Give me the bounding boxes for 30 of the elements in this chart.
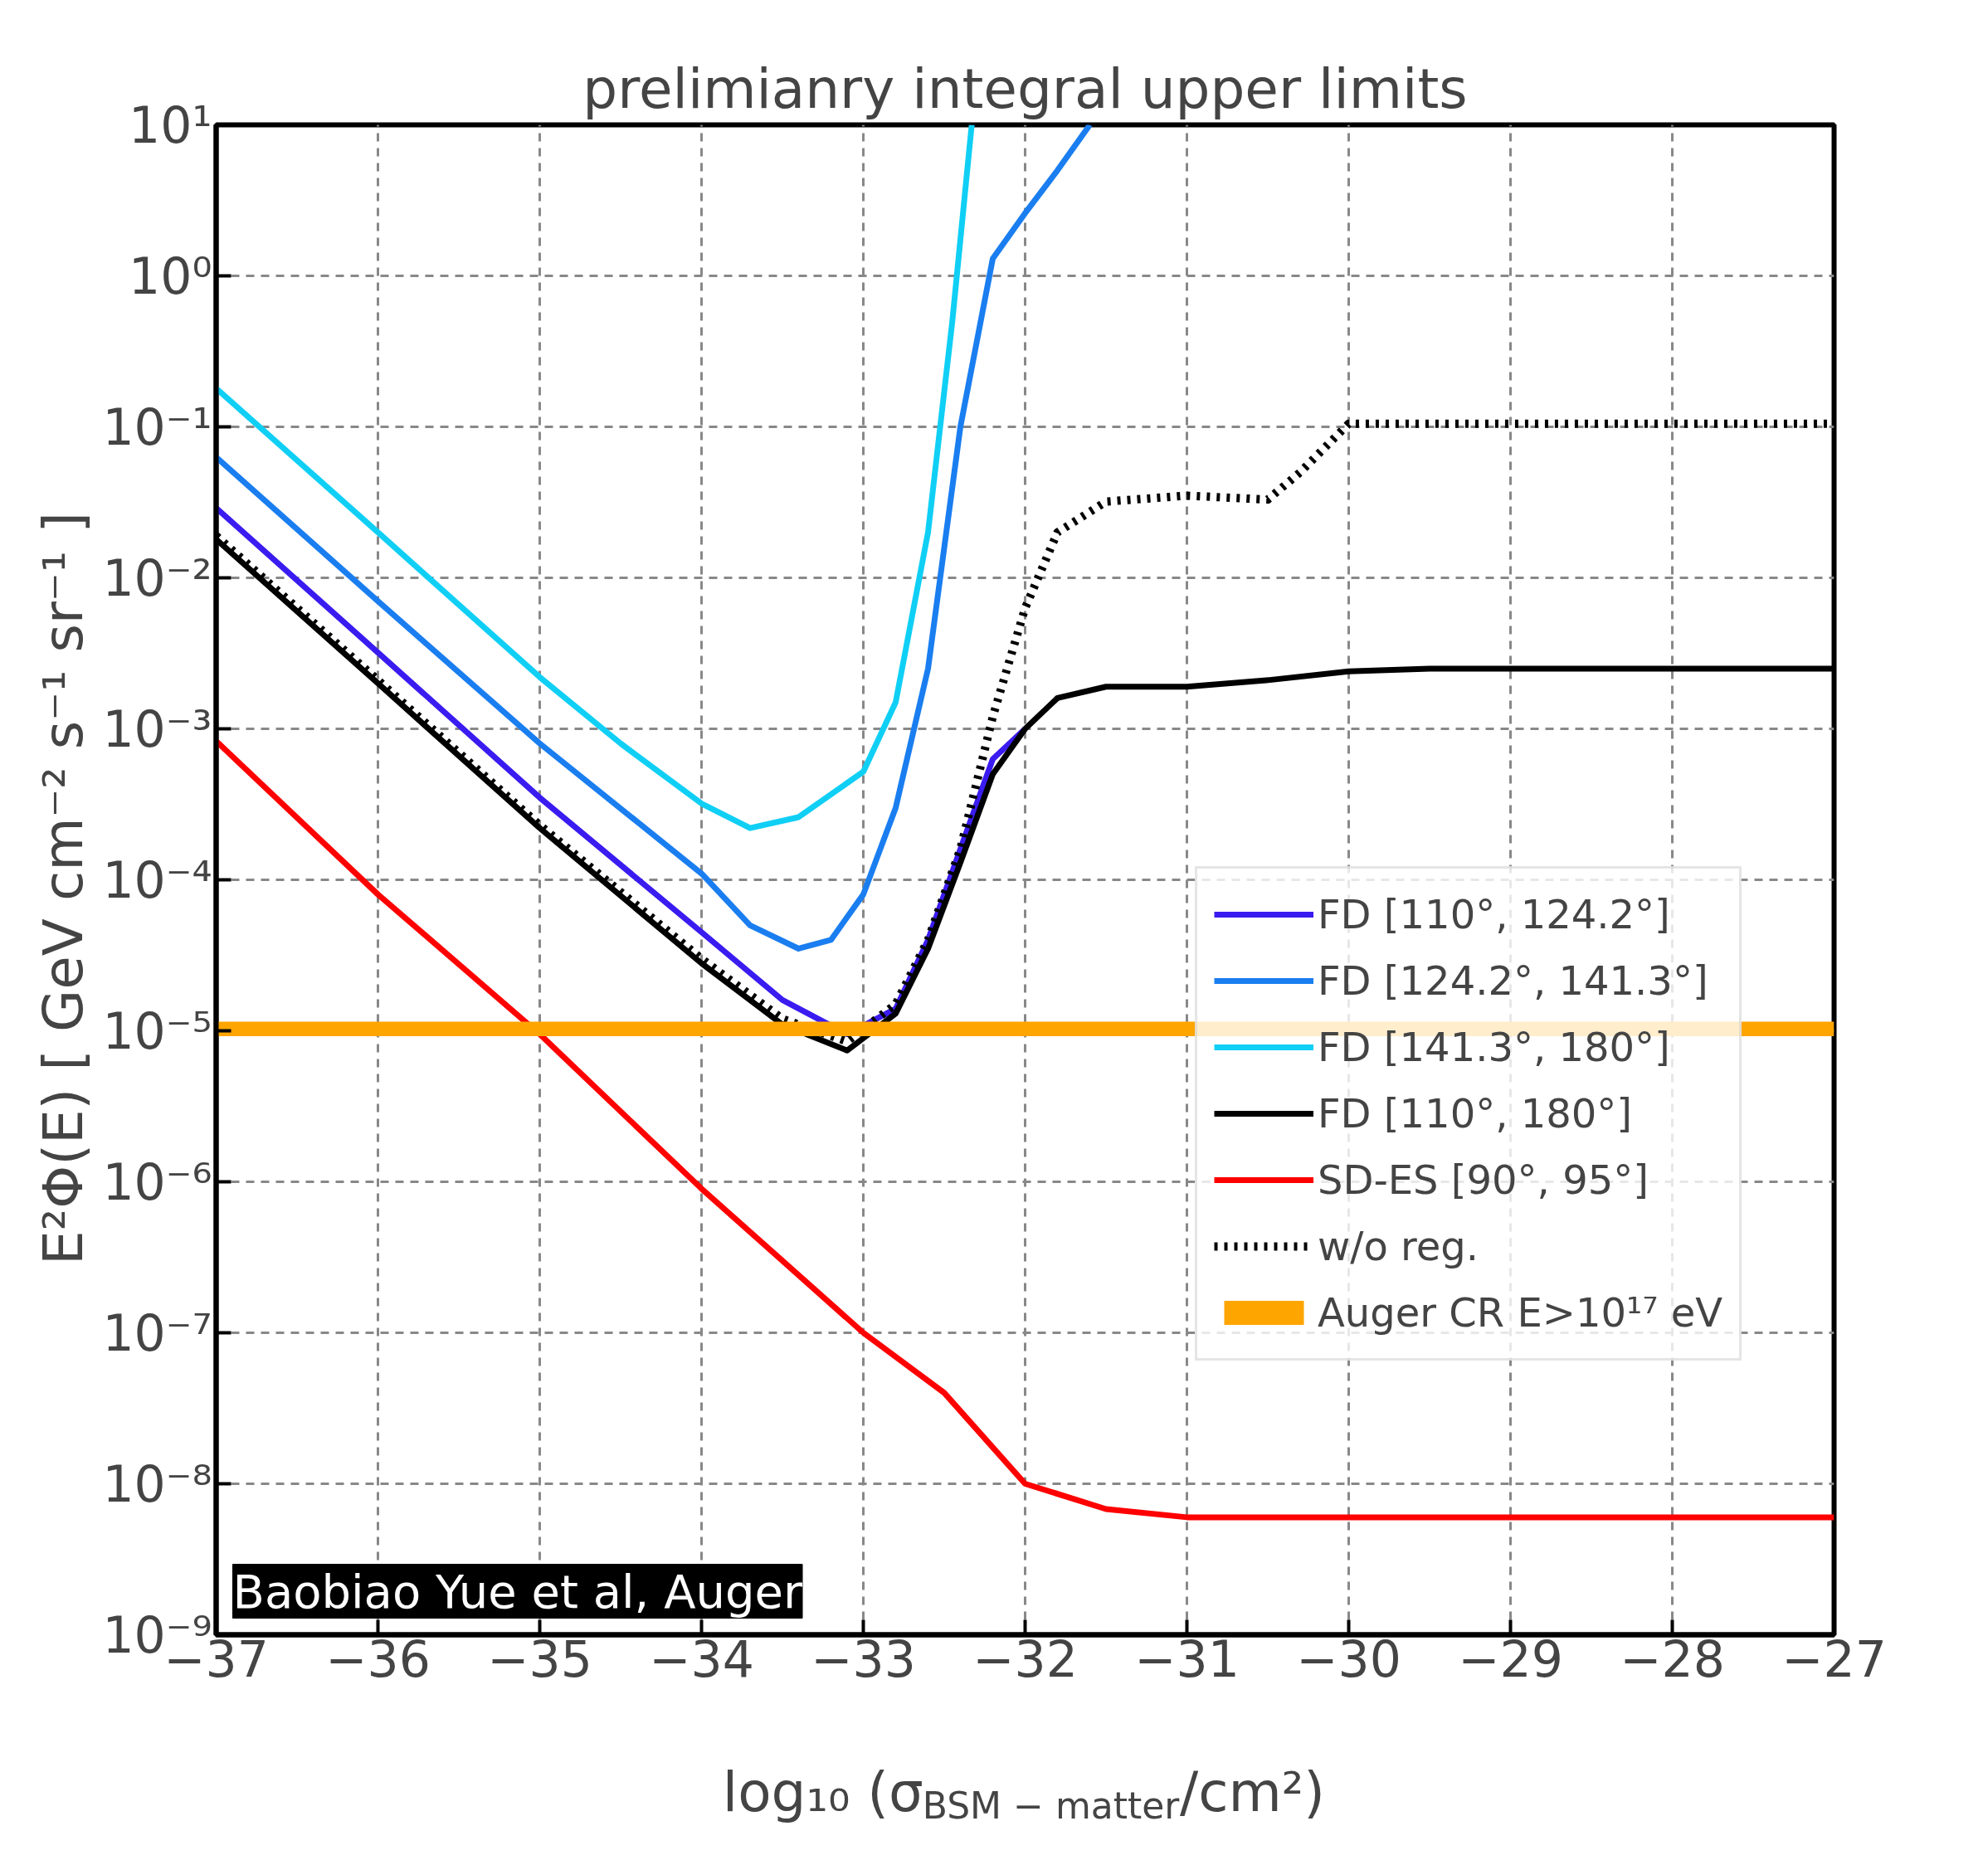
x-tick-label: −27 [1781, 1629, 1887, 1688]
x-tick-label: −36 [325, 1629, 431, 1688]
y-tick-label: 10⁻⁶ [102, 1152, 212, 1211]
annotation: Baobiao Yue et al, Auger [232, 1564, 803, 1619]
x-tick-label: −32 [972, 1629, 1078, 1688]
chart-title: prelimianry integral upper limits [582, 56, 1468, 121]
y-tick-label: 10⁻⁸ [102, 1454, 212, 1513]
y-tick-label: 10⁻⁵ [102, 1001, 212, 1060]
y-axis-title: E²Φ(E) [ GeV cm⁻² s⁻¹ sr⁻¹ ] [32, 512, 96, 1265]
legend-label: Auger CR E>10¹⁷ eV [1318, 1288, 1723, 1337]
y-tick-label: 10¹ [129, 95, 212, 154]
x-tick-label: −34 [649, 1629, 754, 1688]
legend-label: FD [110°, 124.2°] [1318, 890, 1670, 939]
x-tick-label: −29 [1458, 1629, 1563, 1688]
y-tick-label: 10⁻¹ [102, 397, 212, 456]
legend-label: SD-ES [90°, 95°] [1318, 1156, 1649, 1205]
y-tick-label: 10⁻³ [102, 699, 212, 758]
x-tick-label: −28 [1620, 1629, 1725, 1688]
y-tick-label: 10⁻² [102, 548, 212, 607]
legend-label: w/o reg. [1318, 1222, 1479, 1271]
legend-label: FD [110°, 180°] [1318, 1089, 1633, 1138]
y-tick-label: 10⁻⁷ [102, 1303, 212, 1362]
y-tick-label: 10⁻⁴ [102, 850, 212, 909]
x-tick-label: −33 [811, 1629, 916, 1688]
x-tick-label: −30 [1296, 1629, 1401, 1688]
x-tick-label: −35 [487, 1629, 592, 1688]
legend-label: FD [124.2°, 141.3°] [1318, 957, 1708, 1005]
y-tick-label: 10⁰ [129, 246, 212, 305]
legend-label: FD [141.3°, 180°] [1318, 1023, 1670, 1072]
x-tick-label: −31 [1134, 1629, 1240, 1688]
